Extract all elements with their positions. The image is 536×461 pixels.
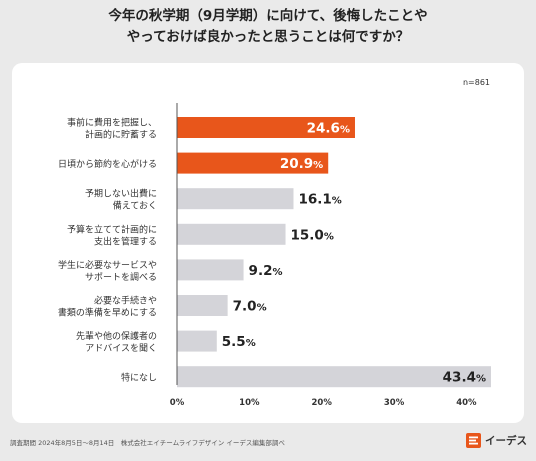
- survey-note: 調査期間 2024年8月5日〜8月14日 株式会社エイチームライフデザイン イー…: [10, 439, 285, 447]
- category-label: 特になし: [121, 372, 157, 384]
- bar: [177, 117, 355, 138]
- category-label: 先輩や他の保護者の: [76, 330, 157, 342]
- category-label: 日頃から節約を心がける: [58, 158, 157, 170]
- value-label: 5.5%: [222, 334, 256, 350]
- sample-size-label: n=861: [463, 78, 490, 87]
- category-label: 予期しない出費に: [85, 188, 157, 200]
- value-label: 16.1%: [298, 192, 341, 208]
- x-tick-label: 20%: [312, 398, 333, 408]
- brand-mark-icon: [466, 432, 481, 448]
- value-label: 15.0%: [291, 227, 334, 243]
- value-label: 24.6%: [307, 121, 350, 137]
- chart-panel: n=861 事前に費用を把握し、 計画的に貯蓄する 24.6% 日頃から節約を心がける 2…: [12, 63, 524, 423]
- bar: [177, 152, 329, 174]
- x-tick-label: 30%: [384, 398, 405, 408]
- brand-logo: イーデス: [466, 430, 527, 450]
- chart-title: 今年の秋学期（9月学期）に向けて、後悔したことや やっておけば良かったと思うこと…: [0, 6, 536, 48]
- category-label: 学生に必要なサービスや: [58, 259, 157, 271]
- category-label: 予算を立てて計画的に: [67, 223, 157, 235]
- category-label: アドバイスを聞く: [85, 343, 157, 354]
- bar: [177, 188, 294, 210]
- value-label: 7.0%: [233, 299, 267, 315]
- value-label: 20.9%: [280, 156, 323, 172]
- bar: [177, 223, 286, 245]
- bar: [177, 366, 491, 388]
- bar-chart: n=861 事前に費用を把握し、計画的に貯蓄する 24.6% 日頃から節約を心がける 2…: [58, 78, 491, 408]
- value-label: 9.2%: [249, 263, 283, 279]
- bar: [177, 295, 228, 316]
- x-tick-label: 40%: [456, 398, 477, 408]
- category-label: 書類の準備を早めにする: [58, 307, 157, 319]
- x-tick-label: 10%: [239, 398, 260, 408]
- category-label: 計画的に貯蓄する: [85, 129, 157, 141]
- chart-title-line-2: やっておけば良かったと思うことは何ですか？: [126, 29, 410, 45]
- category-label: 必要な手続きや: [94, 295, 157, 307]
- category-label: サポートを調べる: [85, 271, 157, 283]
- bar: [177, 259, 244, 281]
- category-label: 備えておく: [113, 200, 157, 212]
- bar: [177, 330, 217, 352]
- x-tick-label: 0%: [170, 398, 185, 408]
- category-label: 事前に費用を把握し、: [67, 117, 157, 129]
- chart-title-line-1: 今年の秋学期（9月学期）に向けて、後悔したことや: [108, 8, 428, 24]
- category-label: 支出を管理する: [94, 235, 157, 247]
- brand-logo-text: イーデス: [485, 434, 527, 447]
- value-label: 43.4%: [443, 370, 486, 386]
